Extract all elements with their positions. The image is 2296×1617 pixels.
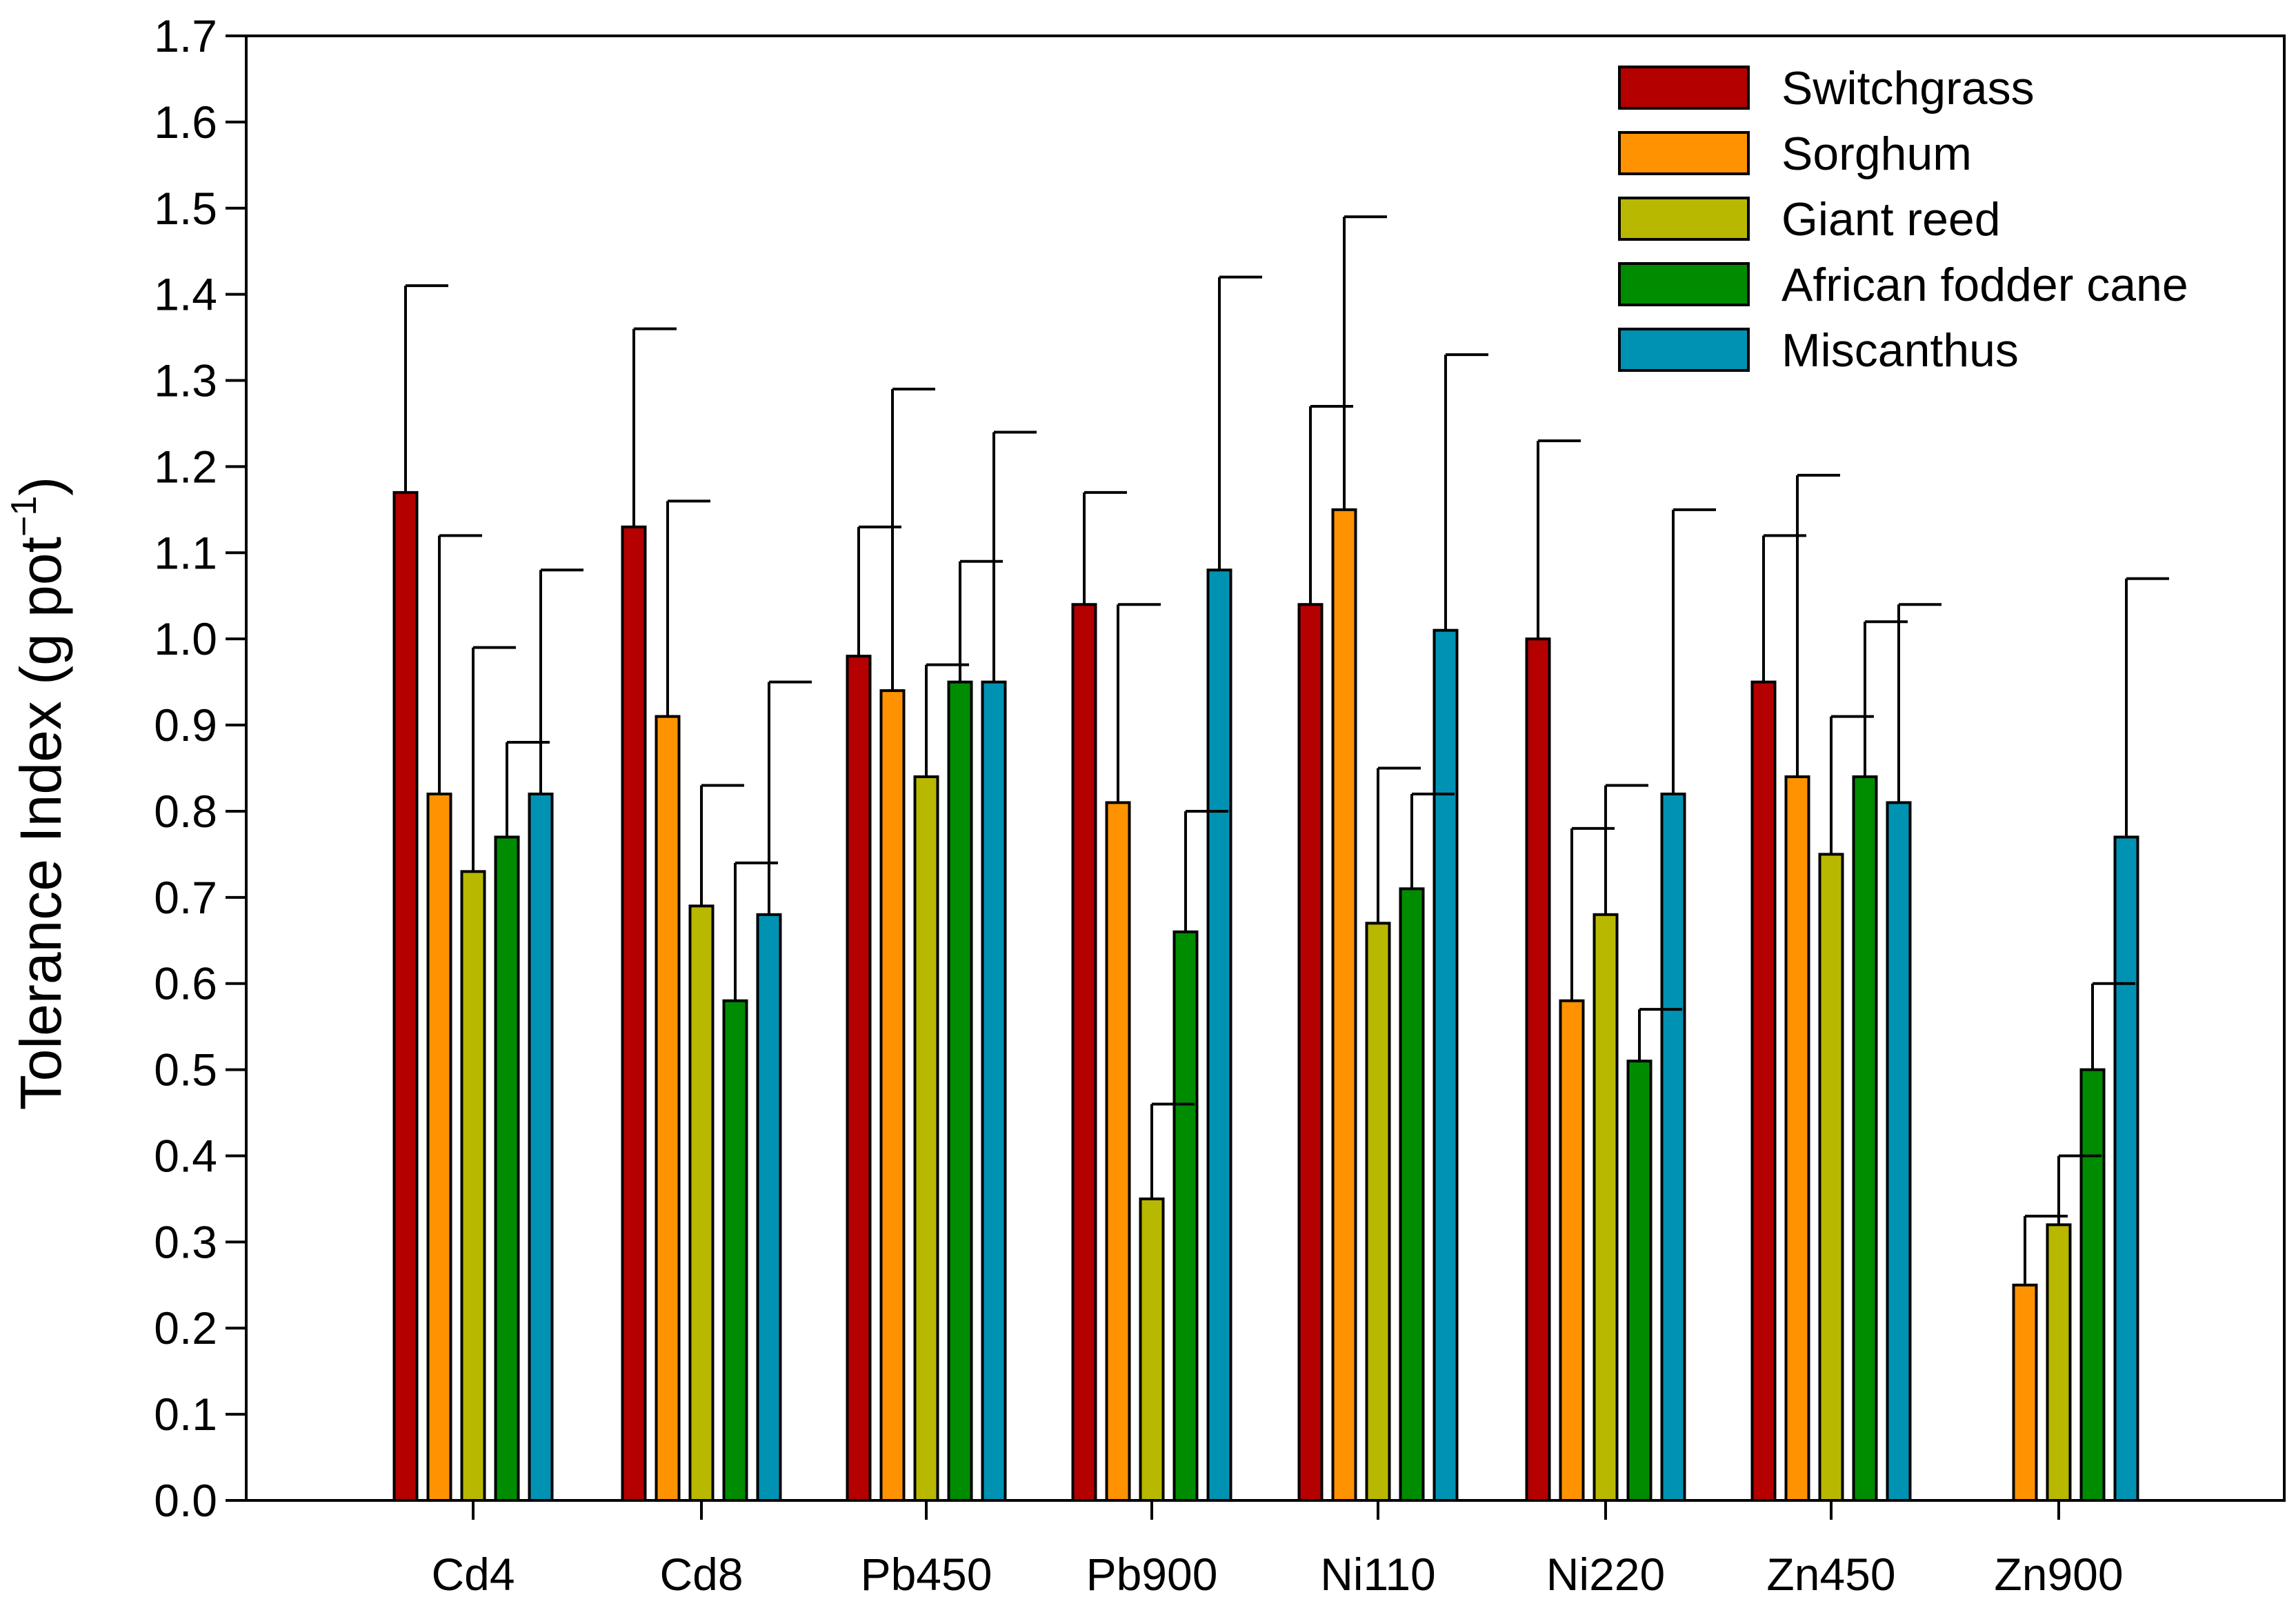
y-axis-title-superscript: −1 — [4, 496, 44, 537]
y-tick-label: 0.4 — [154, 1130, 217, 1181]
bar — [655, 715, 681, 1502]
bar — [2046, 1223, 2072, 1502]
y-tick-label: 0.0 — [154, 1475, 217, 1526]
y-ticks-layer: 0.0 0.1 0.2 0.3 0.4 0.5 0.6 0.7 0.8 0.9 1.0 1.1 1.2 1… — [154, 10, 246, 1526]
bar — [756, 913, 782, 1502]
bar — [2079, 1068, 2106, 1502]
bar — [1818, 853, 1844, 1502]
y-tick-label: 0.7 — [154, 872, 217, 923]
bar — [1331, 508, 1357, 1502]
y-tick-label: 1.2 — [154, 441, 217, 492]
error-bars-layer — [404, 215, 2169, 1285]
y-tick-label: 1.7 — [154, 10, 217, 61]
legend-label: Sorghum — [1781, 128, 1972, 180]
legend-label: African fodder cane — [1781, 259, 2188, 311]
bar — [1852, 775, 1878, 1502]
bar — [1559, 999, 1585, 1502]
y-tick-label: 1.0 — [154, 613, 217, 664]
y-tick-label: 0.6 — [154, 958, 217, 1009]
y-tick-label: 0.1 — [154, 1389, 217, 1440]
bar — [1139, 1197, 1165, 1502]
bar — [1750, 680, 1777, 1502]
bar — [846, 655, 872, 1502]
bar — [1432, 628, 1459, 1502]
y-tick-label: 1.6 — [154, 97, 217, 148]
y-tick-label: 1.5 — [154, 183, 217, 234]
bar — [1784, 775, 1810, 1502]
x-tick-label: Zn900 — [1994, 1549, 2123, 1600]
bar — [392, 490, 419, 1502]
bar — [1206, 568, 1232, 1502]
bar — [1105, 801, 1131, 1502]
bar — [1365, 922, 1391, 1502]
axes-layer — [245, 34, 2286, 1502]
legend-swatch — [1618, 66, 1750, 110]
y-tick-label: 0.8 — [154, 786, 217, 837]
legend: Switchgrass Sorghum Giant reed African fodd… — [1618, 62, 2188, 377]
x-tick-label: Ni110 — [1320, 1549, 1436, 1600]
bar — [426, 792, 452, 1502]
y-axis-title: Tolerance Index (g pot−1) — [4, 477, 73, 1110]
bar — [2113, 835, 2139, 1502]
bar — [1172, 930, 1199, 1502]
bar — [494, 835, 520, 1502]
bar — [1297, 603, 1324, 1502]
legend-label: Switchgrass — [1781, 62, 2035, 115]
x-tick-label: Ni220 — [1546, 1549, 1665, 1600]
bar — [1525, 637, 1551, 1502]
y-tick-label: 1.1 — [154, 527, 217, 578]
bar — [1593, 913, 1619, 1502]
legend-label: Miscanthus — [1781, 324, 2019, 377]
bar — [879, 689, 906, 1502]
x-tick-label: Pb900 — [1086, 1549, 1218, 1600]
bar — [1399, 887, 1425, 1502]
bar — [1660, 792, 1686, 1502]
bar — [1886, 801, 1912, 1502]
bar — [688, 904, 715, 1502]
bar — [722, 999, 748, 1502]
y-tick-label: 1.4 — [154, 269, 217, 320]
y-axis-title-text: Tolerance Index (g pot — [8, 537, 73, 1110]
y-tick-label: 0.9 — [154, 700, 217, 751]
x-tick-label: Zn450 — [1766, 1549, 1895, 1600]
y-tick-label: 1.3 — [154, 355, 217, 406]
legend-swatch — [1618, 262, 1750, 306]
bars-layer — [392, 490, 2139, 1502]
y-tick-label: 0.5 — [154, 1044, 217, 1095]
bar — [460, 870, 486, 1502]
bar — [947, 680, 973, 1502]
y-tick-label: 0.2 — [154, 1302, 217, 1353]
legend-label: Giant reed — [1781, 193, 2001, 246]
x-tick-label: Cd8 — [659, 1549, 743, 1600]
bar — [981, 680, 1007, 1502]
legend-swatch — [1618, 197, 1750, 241]
legend-swatch — [1618, 328, 1750, 372]
bar — [2012, 1283, 2038, 1502]
bar — [528, 792, 554, 1502]
plot-frame — [245, 34, 2286, 1502]
bar — [621, 525, 647, 1502]
legend-swatch — [1618, 131, 1750, 175]
y-axis-title-close: ) — [8, 477, 73, 496]
x-tick-label: Cd4 — [431, 1549, 515, 1600]
bar — [1071, 603, 1097, 1502]
x-tick-label: Pb450 — [861, 1549, 992, 1600]
bar — [913, 775, 939, 1502]
bar — [1626, 1060, 1653, 1502]
x-ticks-layer: Cd4 Cd8 Pb450 Pb900 Ni110 Ni220 Zn450 Zn900 — [431, 1500, 2124, 1600]
y-tick-label: 0.3 — [154, 1216, 217, 1267]
